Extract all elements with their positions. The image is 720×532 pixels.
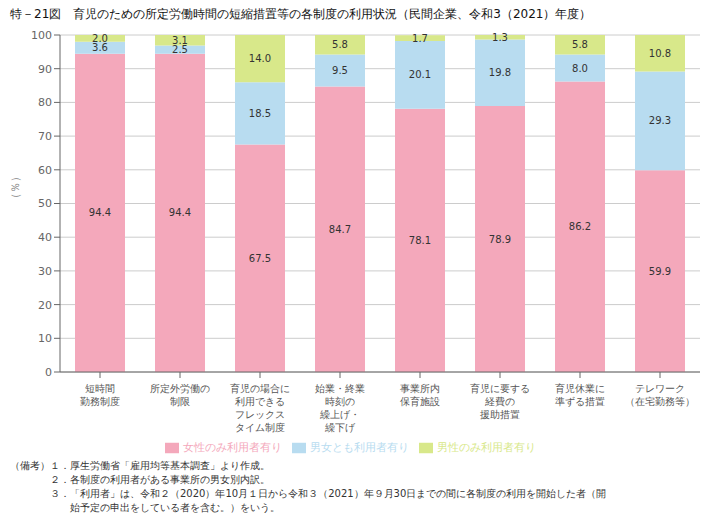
svg-text:所定外労働の制限: 所定外労働の制限 (150, 383, 210, 407)
svg-text:14.0: 14.0 (249, 53, 271, 64)
svg-text:始業・終業時刻の繰上げ・繰下げ: 始業・終業時刻の繰上げ・繰下げ (315, 383, 365, 433)
svg-text:0: 0 (45, 366, 52, 379)
svg-text:60: 60 (38, 164, 52, 177)
svg-text:94.4: 94.4 (89, 207, 111, 218)
svg-text:10.8: 10.8 (649, 48, 671, 59)
svg-text:20.1: 20.1 (409, 69, 431, 80)
svg-text:70: 70 (38, 130, 52, 143)
svg-text:1.3: 1.3 (492, 32, 508, 43)
svg-text:29.3: 29.3 (649, 115, 671, 126)
svg-text:5.8: 5.8 (332, 39, 348, 50)
html-text:男性のみ利用者有り: 男性のみ利用者有り (436, 441, 536, 454)
svg-text:80: 80 (38, 96, 52, 109)
svg-text:86.2: 86.2 (569, 221, 591, 232)
svg-text:5.8: 5.8 (572, 39, 588, 50)
svg-text:8.0: 8.0 (572, 63, 588, 74)
svg-text:40: 40 (38, 231, 52, 244)
svg-text:事業所内保育施設: 事業所内保育施設 (400, 383, 440, 407)
svg-text:78.1: 78.1 (409, 235, 431, 246)
html-text:始予定の申出をしている者を含む。）をいう。: 始予定の申出をしている者を含む。）をいう。 (10, 502, 280, 513)
svg-text:10: 10 (38, 332, 52, 345)
html-text:特－21図 育児のための所定労働時間の短縮措置等の各制度の利: 特－21図 育児のための所定労働時間の短縮措置等の各制度の利用状況（民間企業、令… (10, 7, 592, 21)
svg-text:（％）: （％） (9, 171, 22, 204)
svg-text:78.9: 78.9 (489, 234, 511, 245)
svg-text:19.8: 19.8 (489, 67, 511, 78)
svg-text:2.5: 2.5 (172, 44, 188, 55)
svg-text:20: 20 (38, 299, 52, 312)
svg-text:育児に要する経費の援助措置: 育児に要する経費の援助措置 (470, 383, 530, 420)
svg-text:67.5: 67.5 (249, 253, 271, 264)
svg-text:3.1: 3.1 (172, 35, 188, 46)
svg-text:59.9: 59.9 (649, 266, 671, 277)
html-text:男女とも利用者有り: 男女とも利用者有り (309, 441, 409, 454)
html-text:女性のみ利用者有り: 女性のみ利用者有り (182, 441, 282, 454)
svg-text:2.0: 2.0 (92, 33, 108, 44)
svg-text:18.5: 18.5 (249, 108, 271, 119)
html-text:２．各制度の利用者がある事業所の男女別内訳。: ２．各制度の利用者がある事業所の男女別内訳。 (10, 474, 270, 485)
svg-text:育児の場合に利用できるフレックスタイム制度: 育児の場合に利用できるフレックスタイム制度 (230, 383, 290, 433)
svg-text:短時間勤務制度: 短時間勤務制度 (80, 383, 120, 407)
svg-text:50: 50 (38, 197, 52, 210)
svg-text:1.7: 1.7 (412, 33, 428, 44)
svg-text:100: 100 (31, 29, 52, 42)
svg-text:90: 90 (38, 63, 52, 76)
svg-text:9.5: 9.5 (332, 65, 348, 76)
svg-text:30: 30 (38, 265, 52, 278)
html-text:３．「利用者」は、令和２（2020）年10月１日から令和３（: ３．「利用者」は、令和２（2020）年10月１日から令和３（2021）年９月30… (10, 488, 607, 499)
svg-text:94.4: 94.4 (169, 207, 191, 218)
svg-text:育児休業に準ずる措置: 育児休業に準ずる措置 (555, 383, 605, 408)
html-text:（備考）１．厚生労働省「雇用均等基本調査」より作成。: （備考）１．厚生労働省「雇用均等基本調査」より作成。 (10, 460, 270, 471)
svg-text:84.7: 84.7 (329, 224, 351, 235)
svg-text:3.6: 3.6 (92, 42, 108, 53)
svg-text:テレワーク（在宅勤務等）: テレワーク（在宅勤務等） (625, 383, 695, 407)
